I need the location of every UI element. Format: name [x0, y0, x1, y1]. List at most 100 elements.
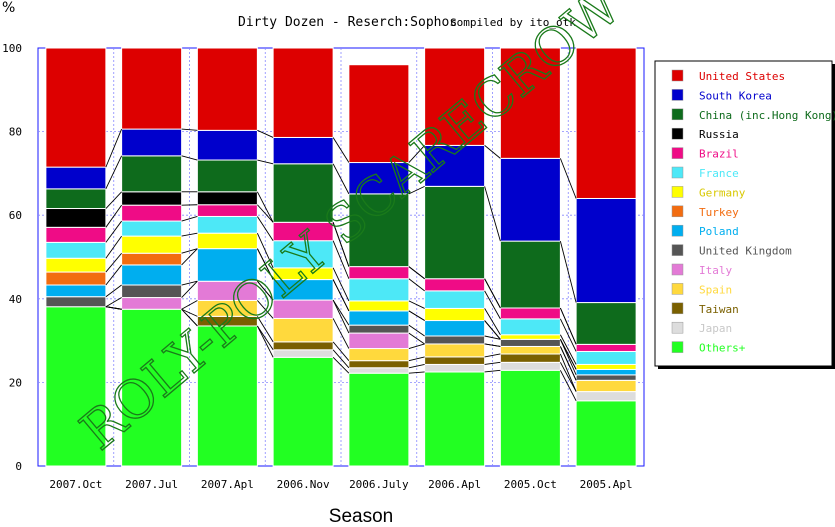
- stack-connector: [256, 232, 274, 269]
- legend-label: Spain: [699, 283, 732, 296]
- bar-segment: [196, 232, 258, 250]
- legend-label: Germany: [699, 186, 746, 199]
- legend-swatch: [671, 283, 684, 295]
- bar-segment: [272, 341, 334, 351]
- x-tick-label: 2007.Oct: [49, 478, 102, 491]
- bar-segment: [424, 290, 486, 309]
- legend-label: Others+: [699, 342, 746, 355]
- stack-connector: [332, 240, 350, 279]
- legend-swatch: [671, 302, 684, 315]
- bar-segment: [575, 391, 637, 402]
- stack-connector: [256, 248, 274, 280]
- bar-segment: [121, 191, 183, 206]
- bar-segment: [272, 47, 334, 138]
- bar-segment: [575, 374, 637, 381]
- stack-connector: [332, 299, 350, 334]
- stack-connector: [559, 334, 577, 365]
- bar-segment: [424, 371, 486, 467]
- bar-segment: [348, 300, 410, 312]
- bar-segment: [424, 278, 486, 292]
- legend-label: Poland: [699, 225, 739, 238]
- bar-segment: [348, 372, 410, 467]
- stack-connector: [484, 369, 501, 373]
- legend-label: Japan: [699, 322, 732, 335]
- stack-connector: [559, 362, 577, 392]
- bar-segment: [45, 296, 107, 308]
- stack-connector: [181, 308, 198, 317]
- bar-segment: [45, 306, 107, 467]
- bar-segment: [424, 307, 486, 322]
- stack-connector: [332, 163, 350, 195]
- stack-connector: [484, 353, 501, 358]
- legend-label: France: [699, 167, 739, 180]
- stack-connector: [257, 129, 274, 138]
- stack-connector: [332, 357, 350, 374]
- bar-segment: [499, 307, 561, 320]
- bar-segment: [499, 157, 561, 242]
- bar-segment: [121, 47, 183, 130]
- stack-connector: [256, 216, 274, 241]
- bar-segment: [121, 284, 183, 299]
- legend-label: China (inc.Hong Kong): [699, 109, 835, 122]
- stack-connector: [181, 216, 198, 222]
- x-tick-label: 2006.July: [349, 478, 409, 491]
- stack-connector: [408, 343, 425, 349]
- stack-connector: [256, 325, 274, 351]
- bar-segment: [424, 320, 486, 337]
- stack-connector: [181, 232, 198, 237]
- bar-segment: [196, 325, 258, 467]
- bar-segment: [499, 318, 561, 336]
- stack-connector: [484, 278, 501, 309]
- stack-connector: [181, 308, 198, 327]
- bar-segment: [196, 47, 258, 131]
- bar-segment: [272, 349, 334, 358]
- bar-segment: [424, 47, 486, 146]
- stack-connector: [105, 155, 123, 190]
- bar-segment: [196, 191, 258, 206]
- bar-segment: [348, 64, 410, 164]
- bar-segment: [499, 334, 561, 340]
- bar-segment: [348, 278, 410, 302]
- legend-swatch: [671, 224, 684, 237]
- y-tick-label: 80: [9, 126, 22, 139]
- stack-connector: [408, 363, 425, 369]
- bar-segment: [575, 350, 637, 365]
- stack-connector: [408, 266, 425, 280]
- bar-segment: [424, 343, 486, 358]
- legend-label: Turkey: [699, 206, 739, 219]
- stack-connector: [332, 299, 350, 326]
- stack-connector: [105, 235, 122, 259]
- bar-segment: [121, 235, 183, 254]
- legend-swatch: [671, 263, 684, 276]
- y-tick-label: 60: [9, 209, 22, 222]
- legend-box: [654, 60, 833, 367]
- bar-segment: [272, 356, 334, 467]
- stack-connector: [332, 267, 350, 302]
- stack-connector: [408, 300, 425, 309]
- stack-connector: [257, 159, 274, 165]
- stack-connector: [181, 300, 198, 310]
- legend-swatch: [671, 341, 684, 353]
- stack-connector: [559, 353, 577, 392]
- x-tick-label: 2006.Apl: [428, 478, 481, 491]
- stack-connector: [408, 145, 425, 163]
- bar-segment: [272, 317, 334, 343]
- stack-connector: [408, 310, 425, 321]
- y-tick-label: 100: [2, 42, 22, 55]
- stack-connector: [484, 308, 501, 335]
- bar-segment: [196, 248, 258, 282]
- stack-connector: [559, 241, 577, 303]
- stack-connector: [408, 371, 425, 374]
- stack-connector: [105, 128, 123, 168]
- stack-connector: [105, 306, 122, 310]
- bar-segment: [575, 363, 637, 370]
- x-tick-label: 2005.Oct: [504, 478, 557, 491]
- stack-connector: [181, 155, 198, 161]
- bar-segment: [45, 166, 107, 190]
- stack-connector: [105, 297, 122, 308]
- stack-connector: [332, 222, 350, 267]
- stack-connector: [181, 248, 198, 266]
- stack-connector: [484, 361, 501, 365]
- legend-swatch: [671, 321, 684, 334]
